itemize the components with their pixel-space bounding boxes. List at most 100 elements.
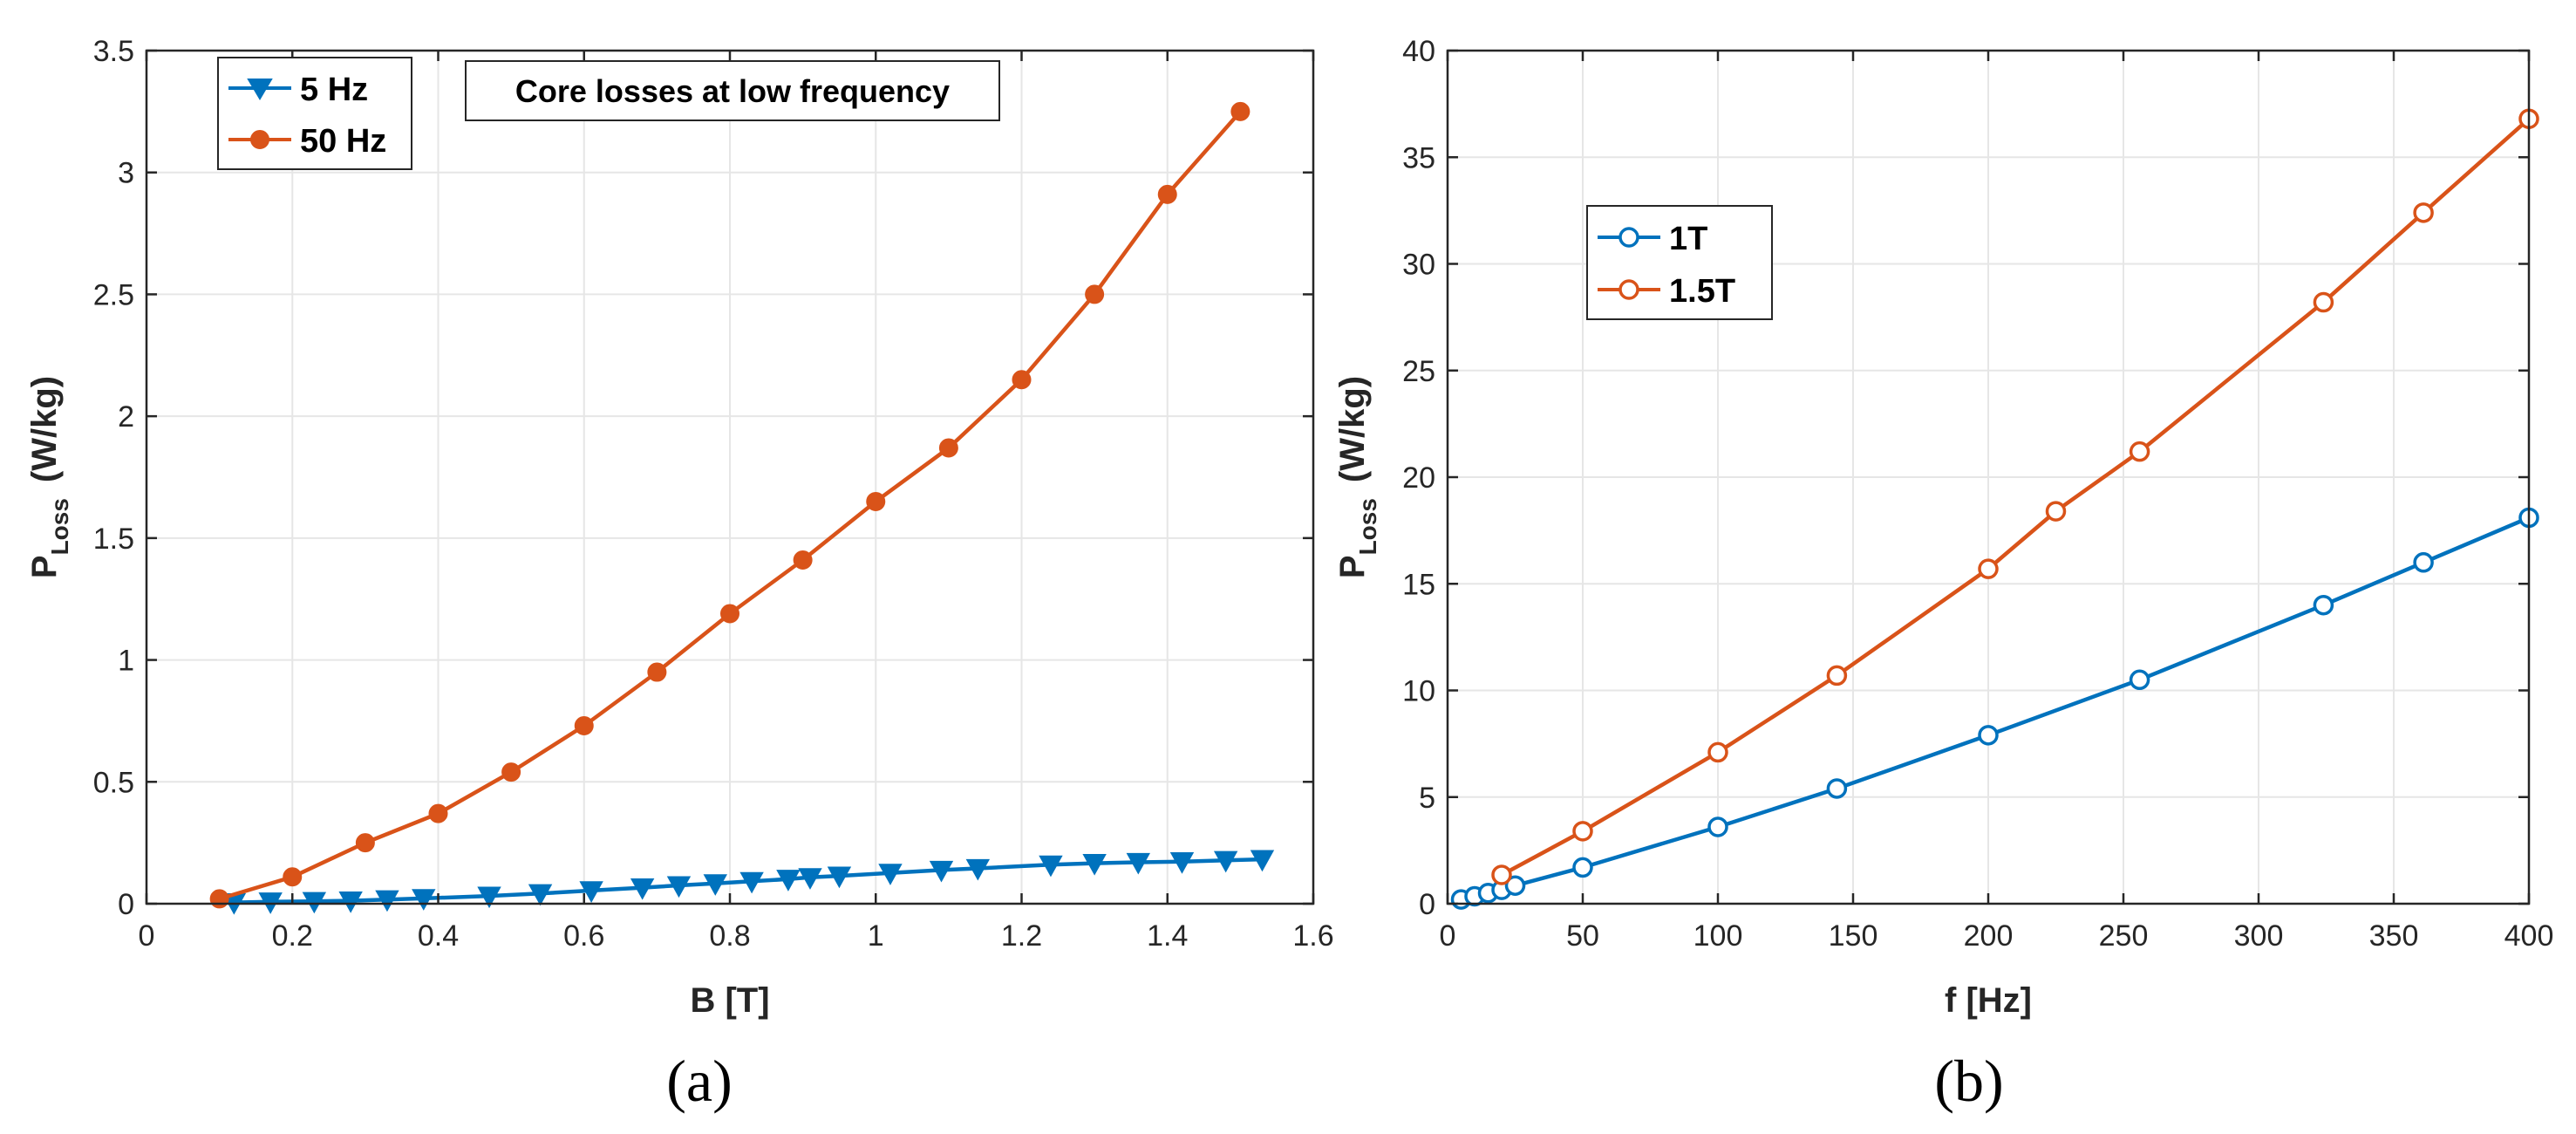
legend-marker-1t (1619, 227, 1639, 248)
data-point-b-1t-11 (2413, 552, 2434, 573)
x-tick-label-a-7: 1.4 (1147, 919, 1188, 953)
data-point-b-1-5t-7 (2313, 291, 2334, 313)
x-tick-label-b-4: 200 (1964, 919, 2014, 953)
data-point-b-1t-7 (1826, 778, 1848, 799)
legend-b: 1T 1.5T (1586, 205, 1773, 320)
y-tick-label-a-3: 1.5 (93, 523, 134, 556)
data-point-a-5-hz-11 (703, 874, 727, 896)
y-tick-label-b-7: 35 (1402, 141, 1435, 174)
data-point-a-50-hz-12 (1085, 284, 1105, 304)
grid-b (1447, 50, 2530, 905)
data-point-b-1-5t-5 (2045, 501, 2067, 522)
x-tick-label-b-2: 100 (1693, 919, 1743, 953)
x-tick-label-b-3: 150 (1829, 919, 1878, 953)
y-axis-label-unit-a: (W/kg) (25, 376, 64, 482)
svg-text:PLoss(W/kg): PLoss (W/kg) (1333, 376, 1381, 578)
data-point-a-5-hz-15 (827, 866, 852, 889)
y-tick-label-a-2: 1 (118, 645, 134, 678)
grid-a (146, 50, 1314, 905)
data-point-a-50-hz-14 (1230, 101, 1251, 121)
y-tick-label-b-6: 30 (1402, 249, 1435, 282)
legend-label-1-5t: 1.5T (1669, 273, 1735, 310)
y-axis-label-a: PLoss (W/kg) (25, 376, 73, 578)
ticks-b: 0 50 100 150 200 250 300 350 400 0 5 10 15 20 25 30 35 40 (1402, 35, 2553, 953)
data-point-a-50-hz-13 (1157, 184, 1177, 204)
y-axis-label-unit-b: (W/kg) (1333, 376, 1372, 482)
y-axis-label-sub-b: Loss (1354, 498, 1381, 555)
data-point-a-5-hz-9 (630, 878, 655, 900)
legend-label-1t: 1T (1669, 221, 1707, 257)
data-point-a-50-hz-4 (501, 762, 521, 782)
y-axis-label-main-b: P (1333, 555, 1372, 578)
data-point-a-5-hz-5 (412, 889, 436, 911)
y-tick-label-b-4: 20 (1402, 461, 1435, 495)
data-point-a-5-hz-18 (965, 858, 991, 881)
legend-marker-5hz (247, 79, 273, 100)
x-tick-label-b-1: 50 (1566, 919, 1599, 953)
y-tick-label-a-6: 3 (118, 157, 134, 190)
data-point-b-1-5t-4 (1978, 558, 1999, 579)
y-axis-label-b: PLoss (W/kg) (1333, 376, 1381, 578)
x-tick-label-b-0: 0 (1440, 919, 1456, 953)
svg-text:PLoss(W/kg): PLoss (W/kg) (25, 376, 73, 578)
data-point-b-1-5t-2 (1707, 741, 1728, 763)
x-tick-label-a-5: 1 (868, 919, 884, 953)
y-tick-label-a-1: 0.5 (93, 766, 134, 799)
data-point-a-5-hz-24 (1250, 850, 1275, 872)
data-point-a-5-hz-12 (739, 871, 764, 894)
x-tick-label-a-4: 0.8 (709, 919, 750, 953)
data-point-a-50-hz-0 (209, 889, 229, 909)
data-point-b-1t-9 (2129, 669, 2150, 691)
legend-marker-1-5t (1619, 279, 1639, 300)
x-tick-label-b-8: 400 (2504, 919, 2554, 953)
annotation-box-a (465, 60, 1000, 121)
data-point-b-1t-5 (1572, 857, 1593, 878)
y-tick-label-a-4: 2 (118, 400, 134, 434)
data-point-b-1-5t-3 (1826, 665, 1848, 687)
data-point-a-50-hz-2 (355, 833, 375, 853)
data-point-a-5-hz-13 (776, 870, 801, 891)
data-point-a-50-hz-10 (938, 438, 958, 458)
x-tick-label-b-6: 300 (2234, 919, 2284, 953)
series-layer-b (1450, 108, 2539, 910)
y-tick-label-b-0: 0 (1419, 888, 1435, 921)
data-point-a-5-hz-16 (878, 864, 903, 885)
data-point-a-5-hz-14 (798, 868, 822, 890)
data-point-a-5-hz-2 (302, 891, 327, 914)
chart-panel-b: 0 50 100 150 200 250 300 350 400 0 5 10 15 20 25 30 35 40… (1333, 35, 2553, 1114)
caption-b: (b) (1934, 1048, 2003, 1114)
data-point-a-5-hz-3 (338, 891, 363, 913)
data-point-a-5-hz-19 (1039, 855, 1063, 878)
data-point-a-50-hz-9 (866, 491, 886, 511)
data-point-b-1-5t-0 (1491, 864, 1512, 885)
data-point-a-5-hz-23 (1213, 850, 1238, 873)
data-point-a-50-hz-3 (428, 803, 448, 823)
data-point-a-5-hz-22 (1169, 852, 1195, 874)
data-point-a-5-hz-6 (477, 886, 501, 909)
data-point-b-1t-4 (1504, 875, 1526, 896)
y-tick-label-b-3: 15 (1402, 568, 1435, 601)
data-point-b-1-5t-6 (2129, 441, 2150, 462)
x-tick-label-b-5: 250 (2099, 919, 2149, 953)
y-axis-label-sub-a: Loss (46, 498, 73, 555)
x-tick-label-b-7: 350 (2369, 919, 2419, 953)
data-point-a-50-hz-5 (574, 716, 594, 736)
data-point-b-1-5t-8 (2413, 202, 2434, 223)
x-axis-label-a: B [T] (690, 981, 769, 1020)
ticks-a: 0 0.2 0.4 0.6 0.8 1 1.2 1.4 1.6 0 0.5 1 1.5 2 2.5 3 3.5 (93, 35, 1334, 953)
data-point-b-1t-6 (1707, 816, 1728, 837)
y-tick-label-b-5: 25 (1402, 355, 1435, 388)
annotation-text-a: Core losses at low frequency (515, 73, 950, 109)
legend-marker-50hz (250, 130, 269, 149)
x-tick-label-a-1: 0.2 (272, 919, 313, 953)
data-point-a-5-hz-10 (666, 876, 692, 898)
legend-box-a (217, 57, 412, 170)
legend-label-50hz: 50 Hz (300, 123, 386, 160)
y-tick-label-a-0: 0 (118, 888, 134, 921)
data-point-a-5-hz-17 (929, 860, 954, 883)
x-tick-label-a-2: 0.4 (418, 919, 459, 953)
y-tick-label-a-7: 3.5 (93, 35, 134, 68)
legend-label-5hz: 5 Hz (300, 72, 368, 108)
y-axis-label-main-a: P (25, 555, 64, 578)
data-point-a-50-hz-7 (720, 604, 739, 624)
